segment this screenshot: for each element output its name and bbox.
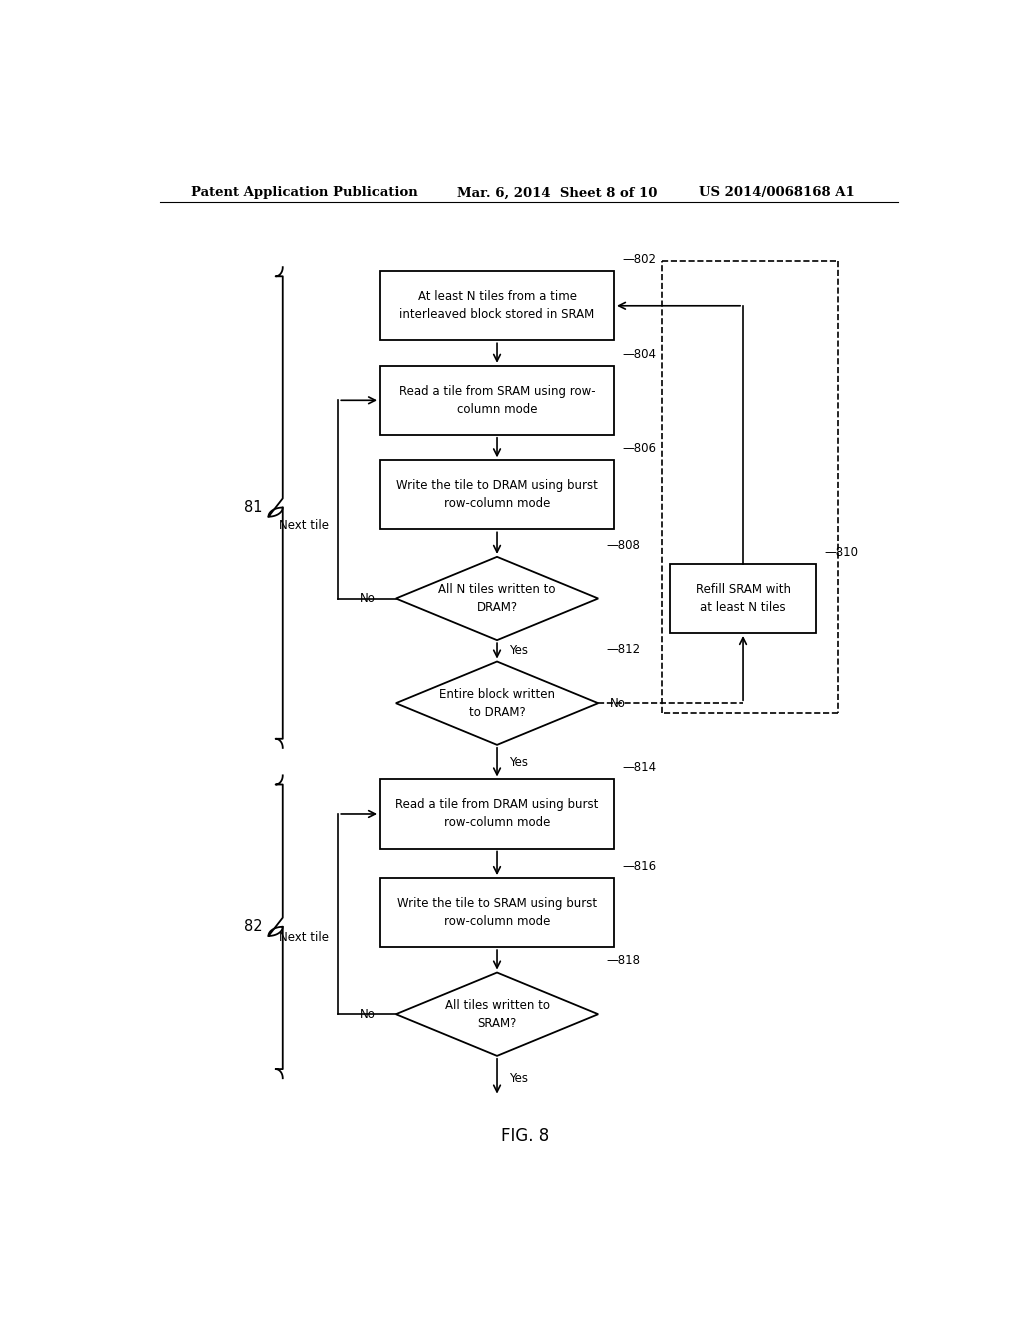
Bar [380,366,614,434]
Text: 81: 81 [245,500,263,515]
Text: —808: —808 [606,539,640,552]
Text: All N tiles written to
DRAM?: All N tiles written to DRAM? [438,583,556,614]
Bar [380,461,614,529]
Bar [380,878,614,948]
Text: 82: 82 [245,919,263,935]
Text: Yes: Yes [509,755,528,768]
Text: No: No [610,697,626,710]
Text: Write the tile to DRAM using burst
row-column mode: Write the tile to DRAM using burst row-c… [396,479,598,511]
Bar [670,564,816,634]
Text: All tiles written to
SRAM?: All tiles written to SRAM? [444,999,550,1030]
Text: No: No [360,1007,376,1020]
Text: —816: —816 [622,859,656,873]
Text: —812: —812 [606,643,640,656]
Bar [380,271,614,341]
Text: —806: —806 [622,442,656,455]
Text: Next tile: Next tile [279,519,329,532]
Text: Read a tile from DRAM using burst
row-column mode: Read a tile from DRAM using burst row-co… [395,799,599,829]
Polygon shape [396,661,598,744]
Text: —802: —802 [622,253,656,267]
Text: FIG. 8: FIG. 8 [501,1127,549,1146]
Text: Refill SRAM with
at least N tiles: Refill SRAM with at least N tiles [695,583,791,614]
Text: US 2014/0068168 A1: US 2014/0068168 A1 [699,186,855,199]
Polygon shape [396,973,598,1056]
Polygon shape [396,557,598,640]
Text: —814: —814 [622,762,656,775]
Text: Entire block written
to DRAM?: Entire block written to DRAM? [439,688,555,718]
Text: No: No [360,591,376,605]
Bar [380,779,614,849]
Text: Yes: Yes [509,644,528,657]
Text: Yes: Yes [509,1072,528,1085]
Text: Read a tile from SRAM using row-
column mode: Read a tile from SRAM using row- column … [398,385,595,416]
Text: Write the tile to SRAM using burst
row-column mode: Write the tile to SRAM using burst row-c… [397,898,597,928]
Text: —818: —818 [606,954,640,968]
Text: Next tile: Next tile [279,932,329,945]
Text: Patent Application Publication: Patent Application Publication [191,186,418,199]
Text: At least N tiles from a time
interleaved block stored in SRAM: At least N tiles from a time interleaved… [399,290,595,321]
Text: Mar. 6, 2014  Sheet 8 of 10: Mar. 6, 2014 Sheet 8 of 10 [458,186,657,199]
Text: —810: —810 [824,546,858,558]
Text: —804: —804 [622,347,656,360]
